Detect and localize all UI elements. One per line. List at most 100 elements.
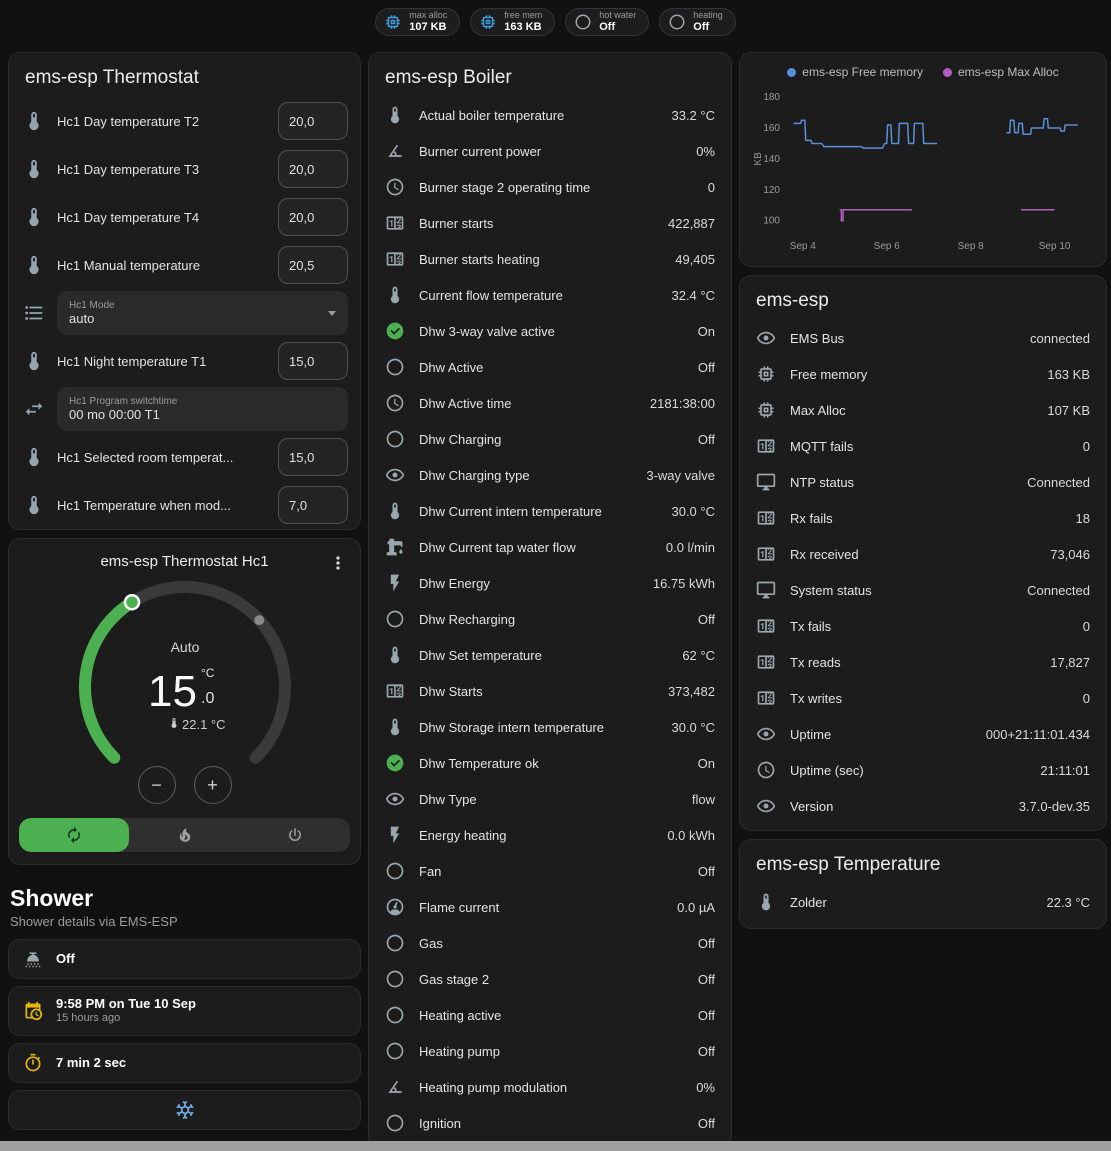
entity-row-burner-starts[interactable]: Burner starts 422,887	[369, 205, 731, 241]
entity-row-tx-fails[interactable]: Tx fails 0	[740, 608, 1106, 644]
entity-row-dhw-set-temperature[interactable]: Dhw Set temperature 62 °C	[369, 637, 731, 673]
entity-row-dhw-charging-type[interactable]: Dhw Charging type 3-way valve	[369, 457, 731, 493]
dial-target-handle[interactable]	[123, 593, 140, 611]
entity-row-tx-writes[interactable]: Tx writes 0	[740, 680, 1106, 716]
column-right: ems-esp Free memory ems-esp Max Alloc 100…	[739, 52, 1107, 929]
temp-increase-button[interactable]: +	[193, 766, 232, 804]
circle-outline-icon	[575, 14, 591, 30]
badge-free-mem[interactable]: free mem 163 KB	[470, 8, 556, 36]
entity-row-dhw-temperature-ok[interactable]: Dhw Temperature ok On	[369, 745, 731, 781]
entity-row-dhw-storage-intern-temperature[interactable]: Dhw Storage intern temperature 30.0 °C	[369, 709, 731, 745]
mode-button-auto[interactable]	[19, 818, 130, 852]
number-input-hc1-manual-temperature[interactable]	[278, 246, 349, 284]
entity-row-burner-starts-heating[interactable]: Burner starts heating 49,405	[369, 241, 731, 277]
number-input-hc1-day-temperature-t4[interactable]	[278, 198, 349, 236]
entity-row-dhw-recharging[interactable]: Dhw Recharging Off	[369, 601, 731, 637]
entity-row-hc1-day-temperature-t2[interactable]: Hc1 Day temperature T2	[9, 97, 360, 145]
entity-label: Heating pump modulation	[419, 1079, 568, 1095]
entity-row-dhw-active[interactable]: Dhw Active Off	[369, 349, 731, 385]
entity-row-dhw-current-intern-temperature[interactable]: Dhw Current intern temperature 30.0 °C	[369, 493, 731, 529]
thermometer-icon	[29, 255, 39, 275]
mode-button-off[interactable]	[240, 818, 350, 852]
entity-row-rx-received[interactable]: Rx received 73,046	[740, 536, 1106, 572]
entity-row-flame-current[interactable]: Flame current 0.0 µA	[369, 889, 731, 925]
entity-row-dhw-current-tap-water-flow[interactable]: Dhw Current tap water flow 0.0 l/min	[369, 529, 731, 565]
badge-max-alloc[interactable]: max alloc 107 KB	[375, 8, 461, 36]
entity-row-version[interactable]: Version 3.7.0-dev.35	[740, 788, 1106, 824]
entity-row-heating-pump-modulation[interactable]: Heating pump modulation 0%	[369, 1069, 731, 1105]
entity-row-hc1-night-temperature-t1[interactable]: Hc1 Night temperature T1	[9, 337, 360, 385]
entity-value: 16.75 kWh	[652, 575, 715, 591]
entity-row-tx-reads[interactable]: Tx reads 17,827	[740, 644, 1106, 680]
autorenew-icon	[68, 826, 81, 844]
entity-row-dhw-energy[interactable]: Dhw Energy 16.75 kWh	[369, 565, 731, 601]
entity-row-dhw-3-way-valve-active[interactable]: Dhw 3-way valve active On	[369, 313, 731, 349]
shower-card-off[interactable]: Off	[8, 939, 362, 979]
text-input-hc1-program-switchtime[interactable]: Hc1 Program switchtime 00 mo 00:00 T1	[57, 387, 349, 431]
number-input-hc1-selected-room-temperat[interactable]	[278, 438, 349, 476]
entity-row-heating-active[interactable]: Heating active Off	[369, 997, 731, 1033]
card-menu-button[interactable]	[326, 551, 350, 578]
badge-hot-water[interactable]: hot water Off	[565, 8, 650, 36]
entity-label: Hc1 Selected room temperat...	[57, 449, 234, 465]
entity-row-hc1-program-switchtime[interactable]: Hc1 Program switchtime 00 mo 00:00 T1	[9, 385, 360, 433]
y-axis-label: KB	[753, 152, 764, 166]
entity-label: Burner current power	[419, 143, 542, 159]
number-input-hc1-temperature-when-mod[interactable]	[278, 486, 349, 524]
entity-value: 0.0 l/min	[665, 539, 715, 555]
axis-tick: Sep 10	[1039, 241, 1071, 252]
field-label: Hc1 Program switchtime	[69, 396, 178, 407]
mode-select[interactable]: Hc1 Mode auto	[57, 291, 349, 335]
temp-decrease-button[interactable]: −	[137, 766, 176, 804]
dial-current-temp: 22.1 °C	[182, 717, 226, 732]
entity-row-ems-bus[interactable]: EMS Bus connected	[740, 320, 1106, 356]
number-input-hc1-night-temperature-t1[interactable]	[278, 342, 349, 380]
entity-row-dhw-charging[interactable]: Dhw Charging Off	[369, 421, 731, 457]
shower-card-9-58-pm-on-tue-10-sep[interactable]: 9:58 PM on Tue 10 Sep 15 hours ago	[8, 986, 362, 1036]
entity-row-gas-stage-2[interactable]: Gas stage 2 Off	[369, 961, 731, 997]
horizontal-scrollbar[interactable]	[0, 1141, 1111, 1151]
mode-button-heat[interactable]	[129, 818, 239, 852]
entity-row-zolder[interactable]: Zolder 22.3 °C	[740, 884, 1106, 920]
entity-row-fan[interactable]: Fan Off	[369, 853, 731, 889]
legend-item-ems-esp-free-memory[interactable]: ems-esp Free memory	[787, 65, 923, 79]
entity-row-ignition[interactable]: Ignition Off	[369, 1105, 731, 1141]
entity-row-dhw-starts[interactable]: Dhw Starts 373,482	[369, 673, 731, 709]
entity-row-current-flow-temperature[interactable]: Current flow temperature 32.4 °C	[369, 277, 731, 313]
entity-row-actual-boiler-temperature[interactable]: Actual boiler temperature 33.2 °C	[369, 97, 731, 133]
entity-row-hc1-selected-room-temperat[interactable]: Hc1 Selected room temperat...	[9, 433, 360, 481]
entity-row-mqtt-fails[interactable]: MQTT fails 0	[740, 428, 1106, 464]
entity-row-hc1-manual-temperature[interactable]: Hc1 Manual temperature	[9, 241, 360, 289]
badge-heating[interactable]: heating Off	[659, 8, 736, 36]
shower-card-7-min-2-sec[interactable]: 7 min 2 sec	[8, 1043, 362, 1083]
thermostat-dial[interactable]: Auto 15 °C .0 22.1 °C	[70, 572, 300, 802]
entity-row-max-alloc[interactable]: Max Alloc 107 KB	[740, 392, 1106, 428]
entity-row-uptime[interactable]: Uptime 000+21:11:01.434	[740, 716, 1106, 752]
entity-row-hc1-day-temperature-t3[interactable]: Hc1 Day temperature T3	[9, 145, 360, 193]
entity-row-dhw-active-time[interactable]: Dhw Active time 2181:38:00	[369, 385, 731, 421]
entity-row-gas[interactable]: Gas Off	[369, 925, 731, 961]
legend-item-ems-esp-max-alloc[interactable]: ems-esp Max Alloc	[943, 65, 1059, 79]
gauge-icon	[386, 898, 404, 916]
entity-row-free-memory[interactable]: Free memory 163 KB	[740, 356, 1106, 392]
entity-row-hc1-day-temperature-t4[interactable]: Hc1 Day temperature T4	[9, 193, 360, 241]
entity-row-rx-fails[interactable]: Rx fails 18	[740, 500, 1106, 536]
climate-partial-card[interactable]	[8, 1090, 362, 1130]
shower-subtitle: Shower details via EMS-ESP	[10, 914, 178, 929]
entity-row-energy-heating[interactable]: Energy heating 0.0 kWh	[369, 817, 731, 853]
entity-row-ntp-status[interactable]: NTP status Connected	[740, 464, 1106, 500]
entity-value: 163 KB	[1047, 366, 1090, 382]
entity-row-hc1-mode[interactable]: Hc1 Mode auto	[9, 289, 360, 337]
entity-label: Hc1 Day temperature T4	[57, 209, 200, 225]
counter-icon	[757, 691, 775, 705]
entity-row-burner-current-power[interactable]: Burner current power 0%	[369, 133, 731, 169]
history-chart[interactable]: 100 120 140 160 180 Sep 4 Sep 6 Sep 8 Sep 10 KB	[752, 83, 1094, 255]
entity-row-system-status[interactable]: System status Connected	[740, 572, 1106, 608]
entity-row-burner-stage-2-operating-time[interactable]: Burner stage 2 operating time 0	[369, 169, 731, 205]
entity-row-dhw-type[interactable]: Dhw Type flow	[369, 781, 731, 817]
number-input-hc1-day-temperature-t3[interactable]	[278, 150, 349, 188]
entity-row-heating-pump[interactable]: Heating pump Off	[369, 1033, 731, 1069]
number-input-hc1-day-temperature-t2[interactable]	[278, 102, 349, 140]
entity-row-hc1-temperature-when-mod[interactable]: Hc1 Temperature when mod...	[9, 481, 360, 529]
entity-row-uptime-sec[interactable]: Uptime (sec) 21:11:01	[740, 752, 1106, 788]
